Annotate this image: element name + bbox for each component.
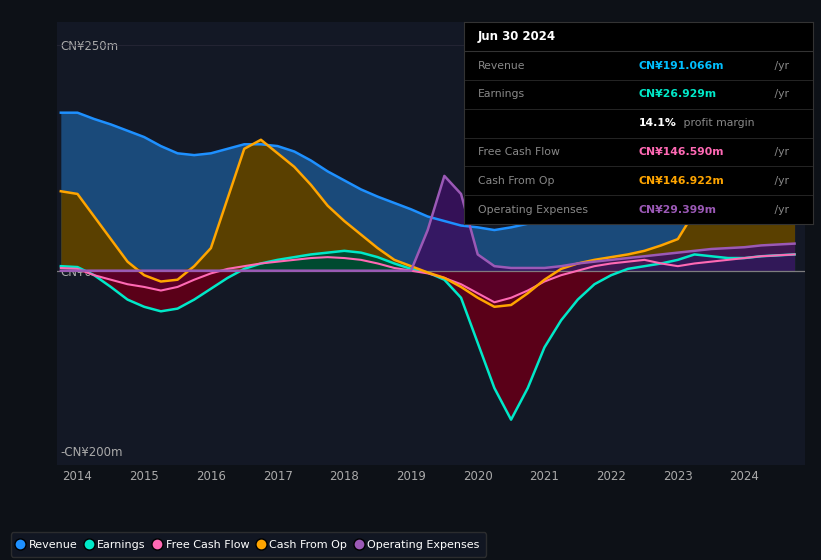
Text: /yr: /yr bbox=[771, 204, 789, 214]
Text: CN¥26.929m: CN¥26.929m bbox=[639, 90, 717, 100]
Text: CN¥191.066m: CN¥191.066m bbox=[639, 60, 724, 71]
Text: CN¥29.399m: CN¥29.399m bbox=[639, 204, 717, 214]
Legend: Revenue, Earnings, Free Cash Flow, Cash From Op, Operating Expenses: Revenue, Earnings, Free Cash Flow, Cash … bbox=[11, 533, 486, 557]
Text: Cash From Op: Cash From Op bbox=[478, 176, 554, 186]
Text: Revenue: Revenue bbox=[478, 60, 525, 71]
Text: /yr: /yr bbox=[771, 90, 789, 100]
Text: Free Cash Flow: Free Cash Flow bbox=[478, 147, 560, 157]
Text: CN¥146.590m: CN¥146.590m bbox=[639, 147, 724, 157]
Text: /yr: /yr bbox=[771, 176, 789, 186]
Text: profit margin: profit margin bbox=[680, 118, 754, 128]
Text: Operating Expenses: Operating Expenses bbox=[478, 204, 588, 214]
Text: 14.1%: 14.1% bbox=[639, 118, 677, 128]
Text: /yr: /yr bbox=[771, 60, 789, 71]
Text: Earnings: Earnings bbox=[478, 90, 525, 100]
Text: CN¥146.922m: CN¥146.922m bbox=[639, 176, 724, 186]
Text: Jun 30 2024: Jun 30 2024 bbox=[478, 30, 556, 43]
Text: /yr: /yr bbox=[771, 147, 789, 157]
